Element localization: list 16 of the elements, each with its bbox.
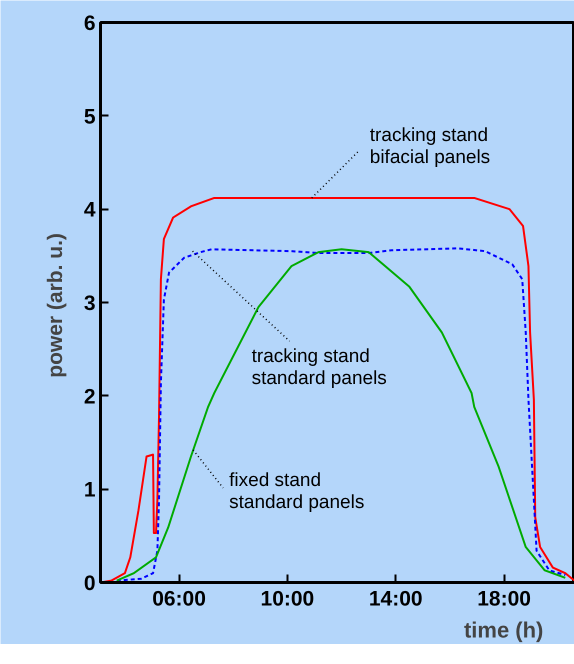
y-tick-label: 4 bbox=[84, 198, 96, 222]
annotation: fixed stand standard panels bbox=[229, 470, 364, 514]
x-tick-label: 06:00 bbox=[152, 588, 206, 610]
annotation: tracking stand standard panels bbox=[252, 346, 387, 390]
y-tick-label: 1 bbox=[84, 478, 96, 502]
x-tick-label: 14:00 bbox=[368, 588, 423, 610]
y-tick-label: 6 bbox=[84, 12, 96, 35]
x-tick-label: 18:00 bbox=[477, 588, 531, 610]
y-tick-label: 5 bbox=[84, 105, 96, 128]
y-tick-label: 3 bbox=[84, 292, 96, 315]
x-tick-label: 10:00 bbox=[260, 588, 314, 610]
y-tick-label: 0 bbox=[84, 572, 96, 595]
y-tick-label: 2 bbox=[84, 385, 96, 408]
y-axis-title: power (arb. u.) bbox=[44, 233, 67, 378]
x-axis-title: time (h) bbox=[464, 618, 544, 642]
annotation: tracking stand bifacial panels bbox=[370, 124, 490, 168]
